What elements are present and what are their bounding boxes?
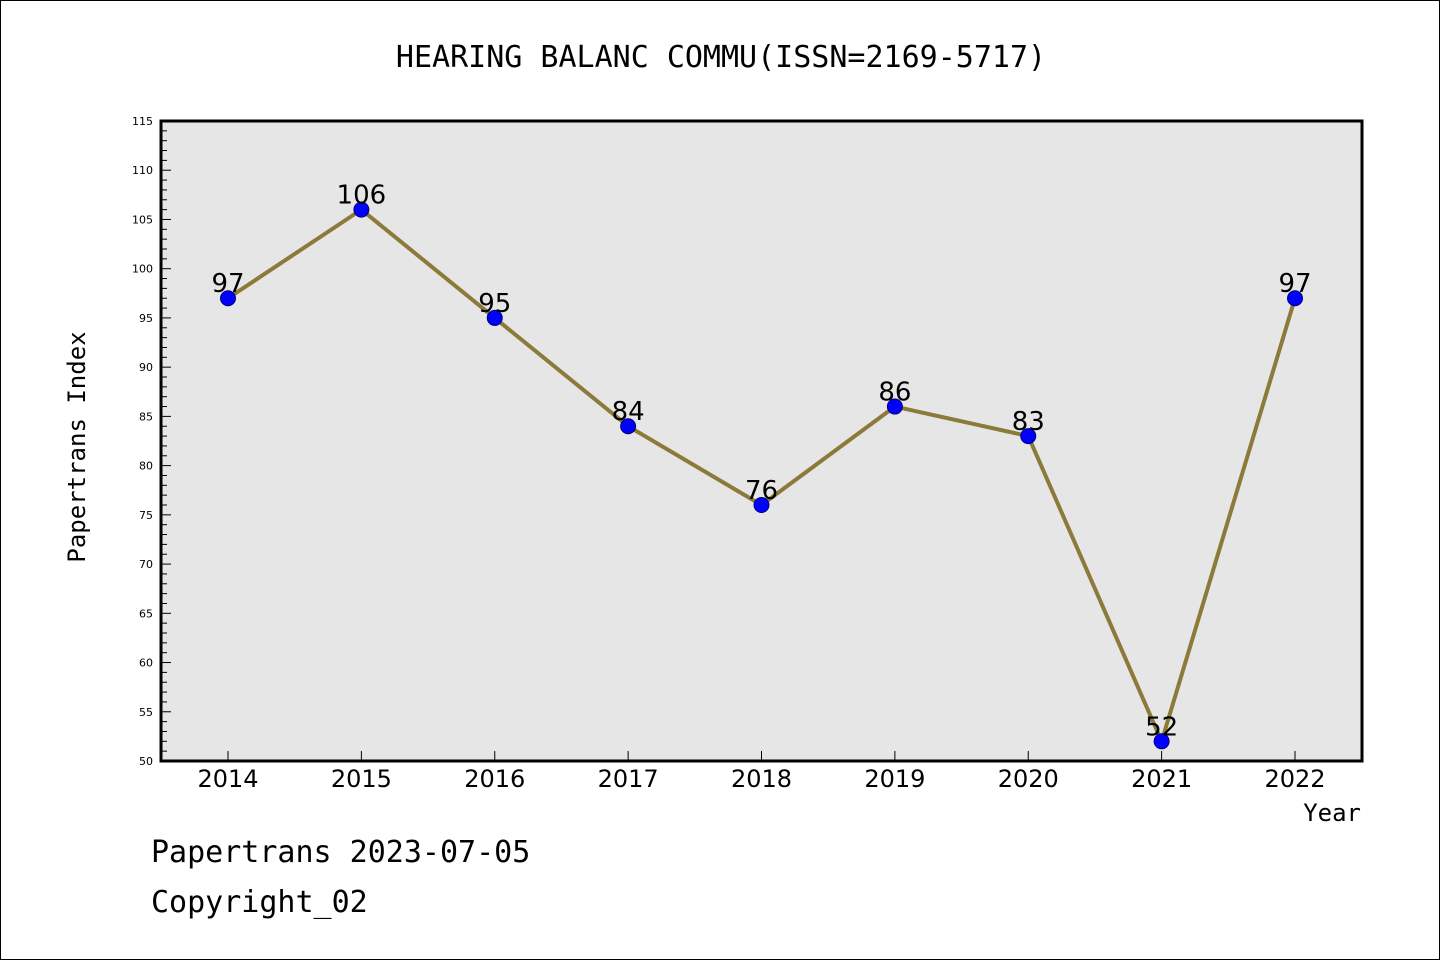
data-label: 97 [211,269,244,299]
x-tick-label: 2020 [998,765,1059,793]
y-tick-label: 50 [139,755,153,768]
y-tick-label: 55 [139,706,153,719]
y-tick-label: 95 [139,312,153,325]
y-tick-label: 80 [139,460,153,473]
y-tick-label: 100 [132,263,153,276]
plot-border [159,119,1364,763]
data-point [620,418,637,435]
y-tick-label: 115 [132,115,153,128]
y-tick-label: 90 [139,361,153,374]
y-tick-label: 75 [139,509,153,522]
x-tick-label: 2016 [464,765,525,793]
footer-date: Papertrans 2023-07-05 [151,835,531,870]
data-point [486,309,503,326]
data-label: 106 [337,181,387,211]
data-point [1153,733,1170,750]
data-point [1020,428,1037,445]
x-tick-label: 2019 [864,765,925,793]
plot-area [161,121,1362,761]
data-label: 86 [878,378,911,408]
x-axis-label: Year [1303,799,1361,827]
data-point [886,398,903,415]
data-label: 52 [1145,712,1178,742]
y-tick-label: 85 [139,410,153,423]
x-tick-label: 2014 [197,765,258,793]
x-tick-label: 2021 [1131,765,1192,793]
y-tick-label: 105 [132,213,153,226]
data-label: 84 [612,397,645,427]
footer-copyright: Copyright_02 [151,885,368,920]
chart-title: HEARING BALANC COMMU(ISSN=2169-5717) [396,40,1046,75]
x-tick-label: 2022 [1264,765,1325,793]
x-tick-label: 2017 [598,765,659,793]
data-point [1287,290,1303,307]
y-tick-label: 70 [139,558,153,571]
y-tick-label: 65 [139,607,153,620]
y-tick-label: 60 [139,657,153,670]
y-tick-label: 110 [132,164,153,177]
data-label: 83 [1012,407,1045,437]
data-point [353,201,370,218]
data-label: 76 [745,476,778,506]
x-tick-label: 2015 [331,765,392,793]
data-label: 95 [478,289,511,319]
data-point [753,497,770,513]
x-tick-label: 2018 [731,765,792,793]
data-point [220,290,236,307]
y-axis-label: Papertrans Index [63,331,91,562]
data-label: 97 [1278,269,1311,299]
